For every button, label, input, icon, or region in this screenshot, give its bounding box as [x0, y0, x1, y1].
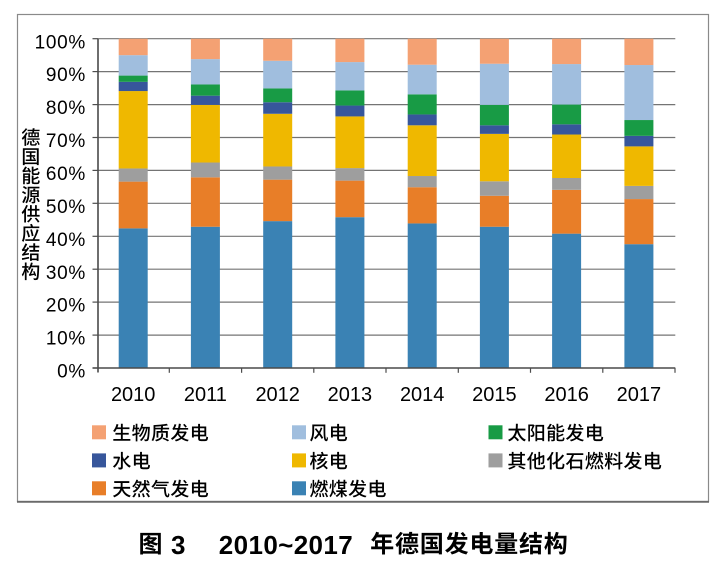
svg-text:2014: 2014	[400, 384, 445, 406]
svg-text:2016: 2016	[544, 384, 589, 406]
svg-text:30%: 30%	[46, 263, 86, 284]
svg-text:100%: 100%	[35, 32, 86, 53]
svg-text:40%: 40%	[46, 230, 86, 251]
svg-text:2012: 2012	[255, 384, 300, 406]
svg-text:50%: 50%	[46, 197, 86, 218]
svg-text:60%: 60%	[46, 164, 86, 185]
svg-text:10%: 10%	[46, 329, 86, 350]
svg-text:90%: 90%	[46, 65, 86, 86]
svg-text:2010~2017: 2010~2017	[219, 530, 353, 560]
svg-text:3: 3	[171, 530, 185, 560]
svg-text:70%: 70%	[46, 131, 86, 152]
svg-text:2011: 2011	[184, 384, 227, 406]
svg-text:20%: 20%	[46, 296, 86, 317]
svg-text:80%: 80%	[46, 98, 86, 119]
svg-text:2010: 2010	[111, 384, 156, 406]
svg-text:2015: 2015	[472, 384, 517, 406]
svg-text:2013: 2013	[328, 384, 373, 406]
svg-text:0%: 0%	[57, 362, 86, 383]
svg-text:2017: 2017	[617, 384, 662, 406]
